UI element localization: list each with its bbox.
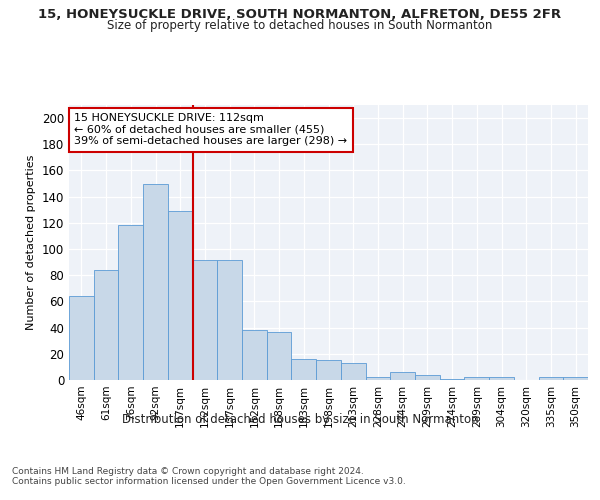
Bar	[292, 359, 316, 380]
Bar	[193, 260, 217, 380]
Bar	[217, 260, 242, 380]
Bar	[94, 270, 118, 380]
Bar	[168, 211, 193, 380]
Text: 15 HONEYSUCKLE DRIVE: 112sqm
← 60% of detached houses are smaller (455)
39% of s: 15 HONEYSUCKLE DRIVE: 112sqm ← 60% of de…	[74, 114, 347, 146]
Bar	[341, 363, 365, 380]
Bar	[390, 372, 415, 380]
Text: Contains public sector information licensed under the Open Government Licence v3: Contains public sector information licen…	[12, 478, 406, 486]
Bar	[563, 378, 588, 380]
Bar	[365, 378, 390, 380]
Bar	[539, 378, 563, 380]
Text: Contains HM Land Registry data © Crown copyright and database right 2024.: Contains HM Land Registry data © Crown c…	[12, 468, 364, 476]
Bar	[118, 226, 143, 380]
Y-axis label: Number of detached properties: Number of detached properties	[26, 155, 36, 330]
Bar	[316, 360, 341, 380]
Bar	[440, 378, 464, 380]
Bar	[489, 378, 514, 380]
Bar	[267, 332, 292, 380]
Bar	[143, 184, 168, 380]
Bar	[464, 378, 489, 380]
Text: Distribution of detached houses by size in South Normanton: Distribution of detached houses by size …	[122, 412, 478, 426]
Bar	[415, 375, 440, 380]
Text: 15, HONEYSUCKLE DRIVE, SOUTH NORMANTON, ALFRETON, DE55 2FR: 15, HONEYSUCKLE DRIVE, SOUTH NORMANTON, …	[38, 8, 562, 20]
Text: Size of property relative to detached houses in South Normanton: Size of property relative to detached ho…	[107, 19, 493, 32]
Bar	[69, 296, 94, 380]
Bar	[242, 330, 267, 380]
